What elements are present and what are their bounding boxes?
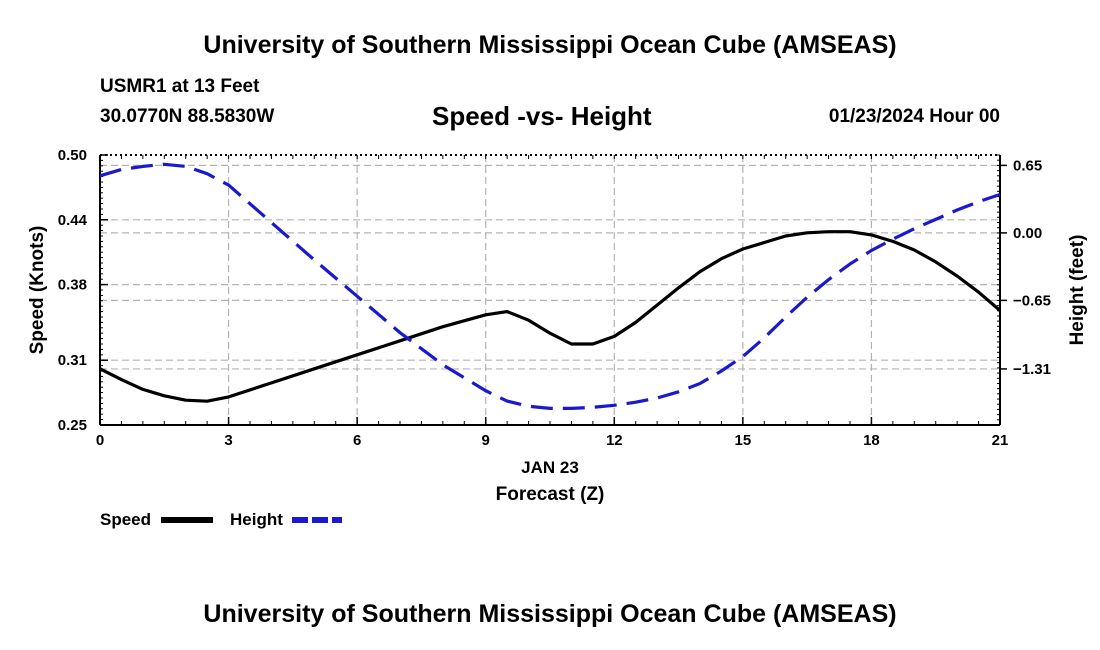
legend-height-label: Height — [230, 510, 283, 529]
y-axis-title: Speed (Knots) — [27, 226, 48, 355]
series-line-speed — [99, 230, 1002, 403]
series-line-height — [99, 162, 1001, 410]
x-tick-label: 12 — [606, 432, 623, 449]
forecast-date: 01/23/2024 Hour 00 — [828, 106, 1000, 127]
x-tick-label: 3 — [224, 432, 232, 449]
x-tick-label: 18 — [863, 432, 880, 449]
x-tick-label: 0 — [96, 432, 104, 449]
y2-axis-title: Height (feet) — [1067, 235, 1088, 346]
legend-speed-swatch — [161, 517, 213, 523]
x-tick-label: 9 — [482, 432, 490, 449]
y2-tick-label: 0.00 — [1013, 225, 1042, 242]
station-label: USMR1 at 13 Feet — [100, 76, 260, 97]
page-title: University of Southern Mississippi Ocean… — [203, 31, 897, 59]
y2-tick-label: −1.31 — [1013, 361, 1051, 378]
y2-tick-label: 0.65 — [1013, 157, 1042, 174]
y-tick-label: 0.50 — [58, 147, 87, 164]
legend-speed-label: Speed — [100, 510, 152, 529]
y-tick-label: 0.31 — [58, 352, 87, 369]
station-coordinates: 30.0770N 88.5830W — [100, 106, 275, 127]
legend-height-swatch — [292, 517, 342, 523]
y-tick-label: 0.44 — [58, 212, 88, 229]
chart-title: Speed -vs- Height — [432, 101, 652, 131]
x-axis-date-label: JAN 23 — [521, 458, 579, 477]
x-tick-label: 21 — [992, 432, 1009, 449]
y-tick-label: 0.25 — [58, 417, 87, 434]
x-tick-label: 6 — [353, 432, 361, 449]
x-axis-title: Forecast (Z) — [496, 484, 605, 505]
y-tick-label: 0.38 — [58, 277, 87, 294]
footer-title: University of Southern Mississippi Ocean… — [203, 600, 897, 628]
y2-tick-label: −0.65 — [1013, 292, 1051, 309]
x-tick-label: 15 — [735, 432, 752, 449]
